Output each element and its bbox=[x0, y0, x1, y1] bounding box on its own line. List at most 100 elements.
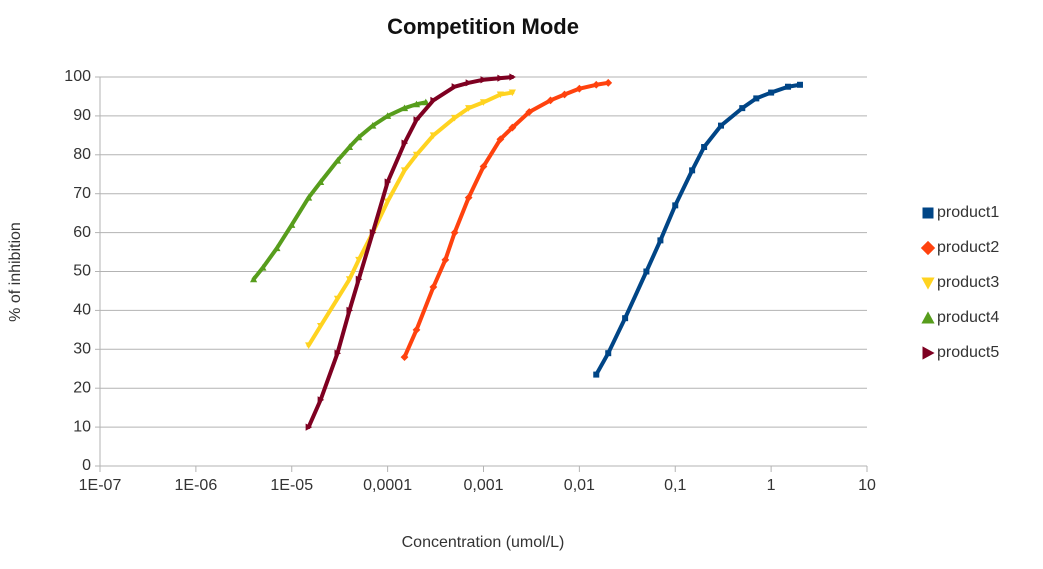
data-point bbox=[249, 275, 258, 283]
data-point bbox=[622, 315, 629, 322]
data-point bbox=[575, 84, 584, 93]
legend-marker bbox=[920, 240, 936, 256]
data-point bbox=[605, 350, 612, 357]
data-point bbox=[768, 89, 775, 96]
data-point bbox=[259, 264, 267, 271]
data-point bbox=[480, 76, 488, 84]
x-tick-label: 1E-05 bbox=[270, 477, 313, 494]
data-point bbox=[422, 98, 430, 106]
data-point bbox=[400, 104, 409, 112]
series-curve bbox=[594, 82, 802, 377]
data-point bbox=[412, 100, 421, 108]
data-point bbox=[317, 396, 325, 404]
data-point bbox=[400, 353, 409, 361]
data-point bbox=[785, 83, 792, 90]
data-point bbox=[465, 105, 473, 112]
x-tick-label: 1 bbox=[767, 477, 776, 494]
y-tick-label: 90 bbox=[73, 107, 91, 124]
data-point bbox=[317, 322, 325, 330]
data-point bbox=[451, 114, 459, 122]
data-point bbox=[689, 167, 696, 174]
data-point bbox=[400, 167, 409, 174]
y-tick-label: 80 bbox=[73, 146, 91, 163]
data-point bbox=[413, 116, 421, 124]
y-tick-label: 0 bbox=[82, 457, 91, 474]
data-point bbox=[355, 275, 363, 283]
legend-marker bbox=[921, 311, 935, 324]
data-point bbox=[317, 178, 325, 186]
data-point bbox=[508, 123, 517, 132]
data-point bbox=[288, 221, 296, 228]
chart-title: Competition Mode bbox=[387, 14, 579, 39]
data-point bbox=[593, 371, 600, 378]
data-point bbox=[369, 122, 377, 129]
y-tick-label: 40 bbox=[73, 302, 91, 319]
data-point bbox=[305, 423, 313, 431]
data-point bbox=[450, 228, 459, 237]
x-axis-label: Concentration (umol/L) bbox=[402, 534, 565, 551]
x-tick-label: 0,0001 bbox=[363, 477, 412, 494]
data-point bbox=[508, 89, 516, 97]
data-point bbox=[465, 79, 473, 87]
data-point bbox=[334, 349, 342, 357]
y-tick-label: 100 bbox=[64, 68, 91, 85]
y-tick-label: 20 bbox=[73, 379, 91, 396]
legend-label: product3 bbox=[937, 274, 999, 291]
data-point bbox=[384, 198, 392, 206]
x-tick-label: 0,01 bbox=[564, 477, 595, 494]
data-point bbox=[345, 143, 354, 151]
data-point bbox=[412, 325, 421, 334]
data-point bbox=[604, 78, 613, 87]
data-point bbox=[657, 237, 664, 244]
x-tick-label: 1E-06 bbox=[175, 477, 218, 494]
legend-label: product2 bbox=[937, 239, 999, 256]
data-point bbox=[496, 91, 504, 99]
y-tick-label: 30 bbox=[73, 341, 91, 358]
y-axis-label: % of inhibition bbox=[7, 222, 24, 322]
data-point bbox=[333, 157, 342, 164]
series-curve bbox=[402, 80, 611, 360]
data-point bbox=[345, 276, 354, 283]
data-point bbox=[384, 178, 392, 186]
data-point bbox=[429, 132, 437, 139]
data-point bbox=[796, 81, 803, 88]
legend-marker bbox=[921, 277, 935, 290]
data-point bbox=[479, 162, 488, 171]
data-point bbox=[305, 342, 313, 350]
y-tick-label: 50 bbox=[73, 263, 91, 280]
x-tick-label: 1E-07 bbox=[79, 477, 122, 494]
y-tick-label: 60 bbox=[73, 224, 91, 241]
data-point bbox=[355, 133, 363, 141]
data-point bbox=[643, 268, 650, 275]
y-tick-label: 10 bbox=[73, 418, 91, 435]
x-tick-label: 0,1 bbox=[664, 477, 686, 494]
data-point bbox=[305, 193, 313, 201]
y-tick-label: 70 bbox=[73, 185, 91, 202]
data-point bbox=[430, 96, 437, 104]
data-point bbox=[273, 244, 281, 252]
data-point bbox=[701, 144, 708, 151]
data-point bbox=[333, 295, 342, 303]
data-point bbox=[546, 96, 555, 105]
data-point bbox=[441, 255, 450, 264]
data-point bbox=[464, 193, 473, 202]
data-point bbox=[401, 139, 409, 147]
legend-label: product5 bbox=[937, 344, 999, 361]
data-point bbox=[753, 95, 760, 102]
x-tick-label: 10 bbox=[858, 477, 876, 494]
data-point bbox=[346, 306, 354, 314]
data-point bbox=[560, 90, 569, 99]
x-tick-label: 0,001 bbox=[463, 477, 503, 494]
data-point bbox=[497, 74, 504, 82]
data-point bbox=[451, 83, 459, 91]
data-point bbox=[717, 122, 724, 129]
data-point bbox=[479, 99, 488, 106]
data-point bbox=[672, 202, 679, 209]
legend-label: product1 bbox=[937, 204, 999, 221]
series-curve bbox=[306, 75, 515, 430]
legend-marker bbox=[922, 346, 935, 360]
data-point bbox=[429, 283, 438, 291]
legend-label: product4 bbox=[937, 309, 999, 326]
data-point bbox=[592, 80, 601, 89]
